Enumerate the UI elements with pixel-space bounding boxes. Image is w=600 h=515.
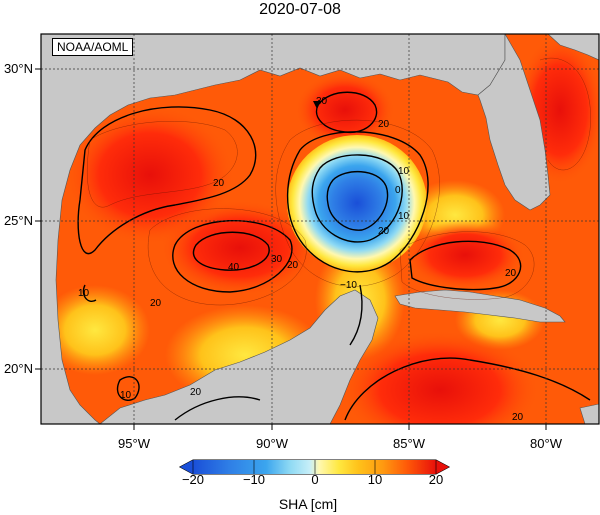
contour-label: 20 <box>287 260 299 271</box>
colorbar-tick-label: 0 <box>311 472 319 487</box>
contour-label: 20 <box>378 119 390 130</box>
map-frame <box>40 33 600 425</box>
lon-tick-label: 90°W <box>256 436 288 451</box>
lon-tick-label: 80°W <box>530 436 562 451</box>
land-masses <box>41 34 599 424</box>
contour-labels: 20 20 40 30 20 20 10 10 0 10 20 −10 30 2… <box>78 96 524 423</box>
contour-label: 30 <box>271 254 283 265</box>
lat-tick-label: 25°N <box>3 213 33 228</box>
contour-20-northwest <box>77 106 257 255</box>
contour-30-central <box>172 219 293 293</box>
contour-20-southwest <box>116 376 140 401</box>
marker-triangle-icon <box>313 101 321 109</box>
warm-eddy-caribbean <box>340 330 540 424</box>
contour-label: 10 <box>398 166 410 177</box>
florida-peninsula <box>477 34 551 211</box>
contour-label: 20 <box>378 226 390 237</box>
contour-label: 20 <box>512 412 524 423</box>
contour-lines <box>77 91 591 421</box>
graticule <box>41 34 599 424</box>
minor-contour-lines <box>87 57 591 306</box>
contour-label: 0 <box>395 185 401 196</box>
map-area: 20 20 40 30 20 20 10 10 0 10 20 −10 30 2… <box>41 34 599 424</box>
atlantic-coast <box>547 34 599 61</box>
colorbar-label: SHA [cm] <box>278 496 338 512</box>
contour-label: 20 <box>150 298 162 309</box>
cuba <box>394 289 566 323</box>
hispaniola-edge <box>579 403 599 424</box>
contour-10-eddy <box>286 131 429 273</box>
contour-20-caribbean <box>344 357 591 421</box>
map-title: 2020-07-08 <box>259 1 341 18</box>
cold-core-eddy <box>287 135 427 271</box>
contour-0-eddy <box>311 154 403 243</box>
axis-ticks <box>35 68 547 430</box>
contour-20-north <box>315 91 378 134</box>
contour-label: 10 <box>120 390 132 401</box>
lon-tick-label: 95°W <box>118 436 150 451</box>
colorbar <box>178 459 451 475</box>
anomaly-zone-west <box>41 285 150 375</box>
contour-label: 30 <box>316 96 328 107</box>
lat-tick-label: 30°N <box>3 61 33 76</box>
colorbar-low-arrow <box>180 460 193 474</box>
warm-eddy-northwest <box>65 105 235 245</box>
contour-10-yucatan <box>349 284 363 346</box>
contour-label: 40 <box>228 262 240 273</box>
colorbar-tick-label: −10 <box>242 472 266 487</box>
colorbar-tick-label: −20 <box>181 472 205 487</box>
contour-label: 10 <box>398 211 410 222</box>
contour-10-west <box>82 284 97 302</box>
contour-minus10-eddy <box>326 170 389 231</box>
warm-eddy-east <box>405 220 525 290</box>
colorbar-tick-label: 20 <box>428 472 444 487</box>
yucatan-peninsula <box>99 289 379 424</box>
contour-20-south <box>174 396 261 421</box>
contour-label: 20 <box>505 268 517 279</box>
colorbar-high-arrow <box>436 460 449 474</box>
lat-tick-label: 20°N <box>3 361 33 376</box>
contour-label: 10 <box>78 288 90 299</box>
contour-label: 20 <box>190 387 202 398</box>
warm-eddy-north <box>295 72 395 148</box>
colorbar-tick-label: 10 <box>367 472 383 487</box>
contour-20-east <box>409 240 522 291</box>
lon-tick-label: 85°W <box>393 436 425 451</box>
credit-label: NOAA/AOML <box>52 38 134 56</box>
contour-label: 20 <box>213 178 225 189</box>
us-mexico-landmass <box>41 34 506 424</box>
contour-label: −10 <box>340 280 357 291</box>
contour-40-central <box>192 231 270 271</box>
